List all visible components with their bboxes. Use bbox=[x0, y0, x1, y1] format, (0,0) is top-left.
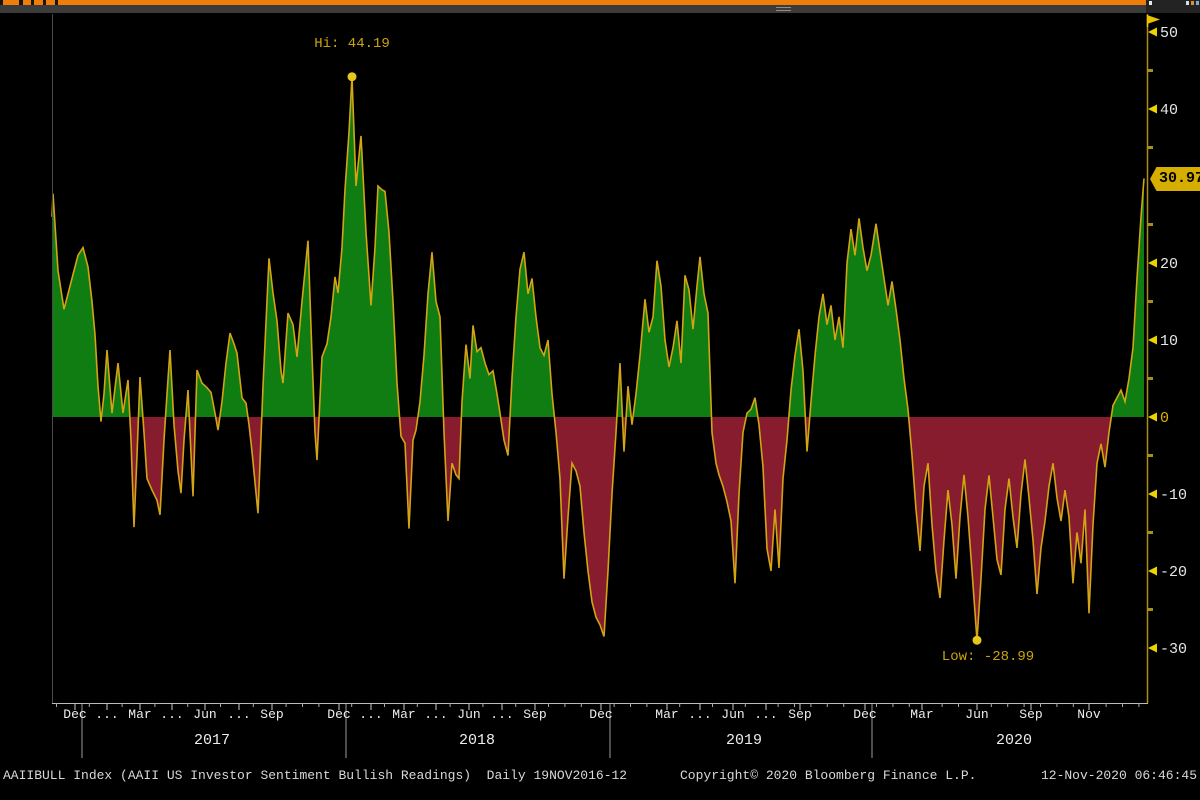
window-icon bbox=[1191, 1, 1194, 5]
high-marker bbox=[347, 72, 357, 82]
low-annotation: Low: -28.99 bbox=[941, 649, 1035, 665]
drag-handle[interactable] bbox=[776, 7, 791, 11]
window-icon bbox=[1186, 1, 1189, 5]
y-tick-arrow bbox=[1148, 104, 1157, 114]
y-minor-tick bbox=[1148, 608, 1153, 611]
year-label: 2020 bbox=[995, 732, 1033, 749]
y-tick-label: -30 bbox=[1160, 641, 1187, 658]
y-tick-arrow bbox=[1148, 566, 1157, 576]
month-label: ... bbox=[490, 707, 514, 722]
y-tick-label: 10 bbox=[1160, 333, 1178, 350]
sentiment-area-chart[interactable]: 50 40 20 10 0 -10 -20 -30 bbox=[0, 13, 1200, 763]
month-label: Jun bbox=[193, 707, 217, 722]
month-label: ... bbox=[424, 707, 448, 722]
y-tick-label: 20 bbox=[1160, 256, 1178, 273]
window-edge-bar bbox=[0, 5, 1200, 13]
copyright-text: Copyright© 2020 Bloomberg Finance L.P. bbox=[680, 768, 977, 783]
y-tick-label: 50 bbox=[1160, 25, 1178, 42]
timestamp: 12-Nov-2020 06:46:45 bbox=[1040, 768, 1197, 783]
month-label: Sep bbox=[260, 707, 284, 722]
y-tick-label: -20 bbox=[1160, 564, 1187, 581]
y-tick-label: 40 bbox=[1160, 102, 1178, 119]
month-label: ... bbox=[160, 707, 184, 722]
window-controls-cropped bbox=[1146, 0, 1200, 13]
security-description: AAIIBULL Index (AAII US Investor Sentime… bbox=[3, 768, 628, 783]
year-label: 2018 bbox=[458, 732, 496, 749]
month-label: Jun bbox=[721, 707, 745, 722]
top-orange-bar bbox=[0, 0, 1146, 5]
y-minor-tick bbox=[1148, 300, 1153, 303]
low-marker bbox=[972, 635, 982, 645]
month-label: ... bbox=[754, 707, 778, 722]
month-label: Mar bbox=[655, 707, 679, 722]
last-value-tag: 30.97 bbox=[1150, 167, 1200, 191]
month-label: Sep bbox=[788, 707, 812, 722]
positive-area bbox=[52, 76, 1144, 417]
y-tick-label: 0 bbox=[1160, 410, 1169, 427]
month-label: Sep bbox=[523, 707, 547, 722]
y-minor-tick bbox=[1148, 146, 1153, 149]
month-label: Dec bbox=[63, 707, 87, 722]
topbar-notch bbox=[19, 0, 23, 5]
y-minor-tick bbox=[1148, 454, 1153, 457]
y-minor-tick bbox=[1148, 223, 1153, 226]
y-minor-tick bbox=[1148, 69, 1153, 72]
window-icon bbox=[1149, 1, 1152, 5]
sentiment-line bbox=[51, 76, 1145, 641]
year-label: 2019 bbox=[725, 732, 763, 749]
flag-icon bbox=[1147, 15, 1160, 24]
month-label: Sep bbox=[1019, 707, 1043, 722]
month-label: Nov bbox=[1077, 707, 1101, 722]
negative-area bbox=[52, 417, 1144, 641]
topbar-notch bbox=[0, 0, 3, 5]
month-label: ... bbox=[688, 707, 712, 722]
month-label: Dec bbox=[853, 707, 877, 722]
month-label: Jun bbox=[965, 707, 989, 722]
status-bar: AAIIBULL Index (AAII US Investor Sentime… bbox=[0, 760, 1200, 800]
y-minor-tick bbox=[1148, 377, 1153, 380]
y-minor-tick bbox=[1148, 531, 1153, 534]
month-label: Dec bbox=[589, 707, 613, 722]
y-tick-arrow bbox=[1148, 27, 1157, 37]
month-label: Mar bbox=[128, 707, 152, 722]
window-icon bbox=[1196, 1, 1199, 5]
month-label: ... bbox=[359, 707, 383, 722]
topbar-notch bbox=[55, 0, 58, 5]
month-label: Dec bbox=[327, 707, 351, 722]
month-label: ... bbox=[227, 707, 251, 722]
high-annotation: Hi: 44.19 bbox=[314, 36, 390, 52]
y-tick-arrow bbox=[1148, 412, 1157, 422]
month-label: Jun bbox=[457, 707, 481, 722]
y-tick-arrow bbox=[1148, 258, 1157, 268]
month-label: Mar bbox=[910, 707, 934, 722]
topbar-notch bbox=[43, 0, 46, 5]
month-label: ... bbox=[95, 707, 119, 722]
month-label: Mar bbox=[392, 707, 416, 722]
year-label: 2017 bbox=[193, 732, 231, 749]
topbar-notch bbox=[31, 0, 34, 5]
y-tick-label: -10 bbox=[1160, 487, 1187, 504]
y-tick-arrow bbox=[1148, 489, 1157, 499]
y-tick-arrow bbox=[1148, 335, 1157, 345]
y-tick-arrow bbox=[1148, 643, 1157, 653]
